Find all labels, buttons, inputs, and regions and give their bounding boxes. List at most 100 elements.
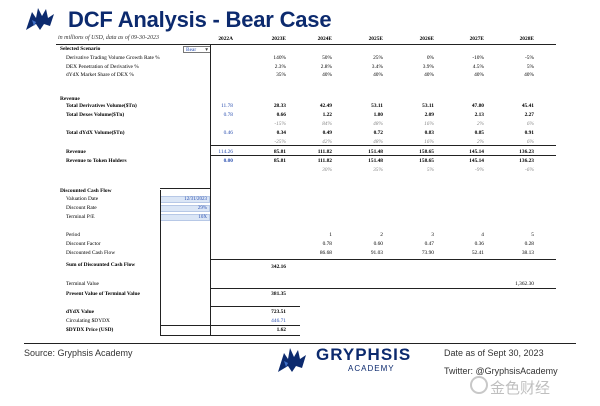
dcf-input-field[interactable]: 10X bbox=[160, 214, 210, 221]
discounted-cf-cell: 52.41 bbox=[471, 250, 484, 256]
scenario-cell: 2.3% bbox=[274, 63, 286, 70]
discount-factor-cell: 0.36 bbox=[474, 241, 484, 247]
discount-factor-cell: 0.78 bbox=[322, 241, 332, 247]
circulating-label: Circulating $DYDX bbox=[66, 318, 110, 324]
discounted-cf-cell: 38.13 bbox=[521, 250, 534, 256]
dcf-input-field[interactable]: 12/31/2023 bbox=[160, 196, 210, 203]
scenario-cell: 4.5% bbox=[472, 63, 484, 70]
scenario-cell: 40% bbox=[373, 72, 383, 78]
watermark-text: 金色财经 bbox=[490, 379, 551, 397]
revenue-cell: 0.72 bbox=[373, 130, 383, 136]
scenario-dropdown[interactable]: Bear ▾ bbox=[183, 46, 211, 53]
growth-cell: 35% bbox=[373, 167, 383, 173]
growth-cell: 48% bbox=[373, 139, 383, 145]
growth-cell: 2% bbox=[476, 139, 484, 145]
revenue-cell: 85.81 bbox=[273, 149, 286, 155]
revenue-cell: 2.09 bbox=[424, 112, 434, 118]
revenue-cell: 53.11 bbox=[422, 103, 434, 109]
revenue-cell: 85.81 bbox=[273, 158, 286, 164]
gryphon-logo-icon bbox=[26, 8, 54, 30]
revenue-cell: 0.66 bbox=[276, 112, 286, 118]
brand-subtitle: ACADEMY bbox=[348, 364, 395, 373]
revenue-row-label: Total Dexes Volume($Tn) bbox=[66, 112, 125, 118]
growth-cell: 6% bbox=[526, 139, 534, 145]
chevron-down-icon: ▾ bbox=[205, 47, 208, 53]
terminal-rule bbox=[210, 288, 556, 289]
scenario-cell: 40% bbox=[322, 72, 332, 78]
revenue-row-label: Total dYdX Volume($Tn) bbox=[66, 130, 125, 136]
scenario-cell: 5% bbox=[526, 63, 534, 70]
gryphon-brand-icon bbox=[278, 348, 306, 372]
scenario-dropdown-value: Bear bbox=[186, 47, 197, 53]
revenue-cell: 151.48 bbox=[368, 149, 383, 155]
scenario-cell: 35% bbox=[276, 72, 286, 78]
growth-cell: 6% bbox=[526, 121, 534, 127]
source-note: Source: Gryphsis Academy bbox=[24, 348, 133, 358]
scenario-cell: 50% bbox=[322, 55, 332, 61]
growth-cell: 16% bbox=[424, 139, 434, 145]
dcf-input-label: Terminal P/E bbox=[66, 214, 95, 220]
dcf-input-field[interactable]: 29% bbox=[160, 205, 210, 212]
units-note: in millions of USD, data as of 09-30-202… bbox=[58, 35, 160, 41]
date-note: Date as of Sept 30, 2023 bbox=[444, 348, 544, 358]
revenue-cell: 0.85 bbox=[474, 130, 484, 136]
period-cell: 3 bbox=[431, 232, 434, 238]
revenue-cell: 136.23 bbox=[519, 149, 534, 155]
growth-cell: -25% bbox=[274, 139, 286, 145]
twitter-handle[interactable]: Twitter: @GryphsisAcademy bbox=[444, 366, 558, 376]
dydx-value-cell: 723.51 bbox=[271, 309, 286, 315]
revenue-cell: 0.46 bbox=[223, 130, 233, 136]
price-bottom-rule bbox=[160, 335, 300, 336]
period-cell: 5 bbox=[531, 232, 534, 238]
revenue-row-label: Revenue to Token Holders bbox=[66, 158, 127, 164]
revenue-cell: 45.41 bbox=[521, 103, 534, 109]
revenue-rule-2 bbox=[210, 155, 556, 156]
discounted-cf-cell: 91.03 bbox=[370, 250, 383, 256]
scenario-cell: -5% bbox=[525, 55, 534, 61]
dcf-heading: Discounted Cash Flow bbox=[60, 188, 112, 194]
discount-factor-cell: 0.60 bbox=[373, 241, 383, 247]
discounted-cf-label: Discounted Cash Flow bbox=[66, 250, 116, 256]
scenario-cell: 140% bbox=[273, 55, 286, 61]
revenue-cell: 0.34 bbox=[276, 130, 286, 136]
growth-cell: 42% bbox=[322, 139, 332, 145]
scenario-row-label: Derivative Trading Volume Growth Rate % bbox=[66, 55, 160, 61]
dcf-left-divider bbox=[160, 190, 161, 336]
revenue-cell: 136.23 bbox=[519, 158, 534, 164]
discounted-cf-cell: 86.68 bbox=[319, 250, 332, 256]
discount-factor-cell: 0.28 bbox=[524, 241, 534, 247]
revenue-cell: 111.82 bbox=[317, 149, 332, 155]
price-cell: 1.62 bbox=[276, 327, 286, 333]
revenue-cell: 2.13 bbox=[474, 112, 484, 118]
sum-dcf-label: Sum of Discounted Cash Flow bbox=[66, 262, 136, 268]
column-header: 2022A bbox=[218, 36, 233, 42]
revenue-cell: 53.11 bbox=[371, 103, 383, 109]
column-header: 2023E bbox=[271, 36, 286, 42]
revenue-cell: 114.26 bbox=[218, 149, 233, 155]
scenario-cell: -10% bbox=[472, 55, 484, 61]
revenue-cell: 28.33 bbox=[273, 103, 286, 109]
scenario-cell: 3.4% bbox=[371, 63, 383, 70]
column-header: 2025E bbox=[368, 36, 383, 42]
column-header: 2024E bbox=[317, 36, 332, 42]
price-label: $DYDX Price (USD) bbox=[66, 327, 114, 333]
growth-cell: 48% bbox=[373, 121, 383, 127]
discount-factor-cell: 0.47 bbox=[424, 241, 434, 247]
header-rule bbox=[56, 44, 556, 45]
page-header: DCF Analysis - Bear Case bbox=[0, 0, 600, 34]
discount-factor-label: Discount Factor bbox=[66, 241, 101, 247]
brand-name: GRYPHSIS bbox=[316, 345, 412, 364]
watermark-logo-icon bbox=[470, 376, 488, 394]
growth-cell: 16% bbox=[424, 121, 434, 127]
dcf-input-top-rule bbox=[160, 188, 210, 189]
growth-cell: -15% bbox=[274, 121, 286, 127]
growth-cell: 30% bbox=[322, 167, 332, 173]
revenue-cell: 1.80 bbox=[373, 112, 383, 118]
selected-scenario-label: Selected Scenario bbox=[60, 46, 101, 52]
revenue-cell: 145.14 bbox=[469, 158, 484, 164]
revenue-row-label: Revenue bbox=[66, 149, 86, 155]
revenue-cell: 42.49 bbox=[319, 103, 332, 109]
scenario-row-label: DEX Penetration of Derivative % bbox=[66, 63, 139, 70]
column-header: 2026E bbox=[419, 36, 434, 42]
